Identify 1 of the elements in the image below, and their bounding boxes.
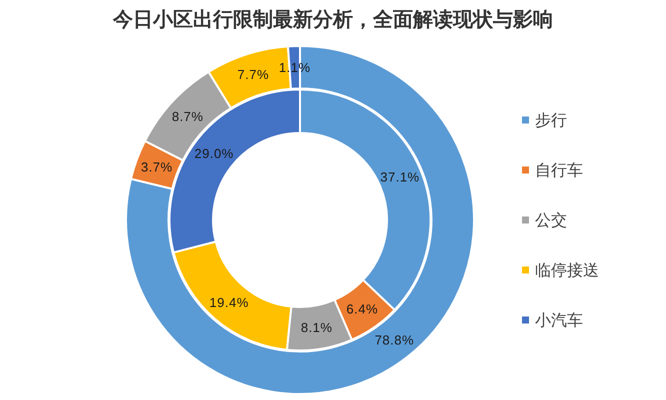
title: 今日小区出行限制最新分析，全面解读现状与影响 (113, 9, 553, 31)
